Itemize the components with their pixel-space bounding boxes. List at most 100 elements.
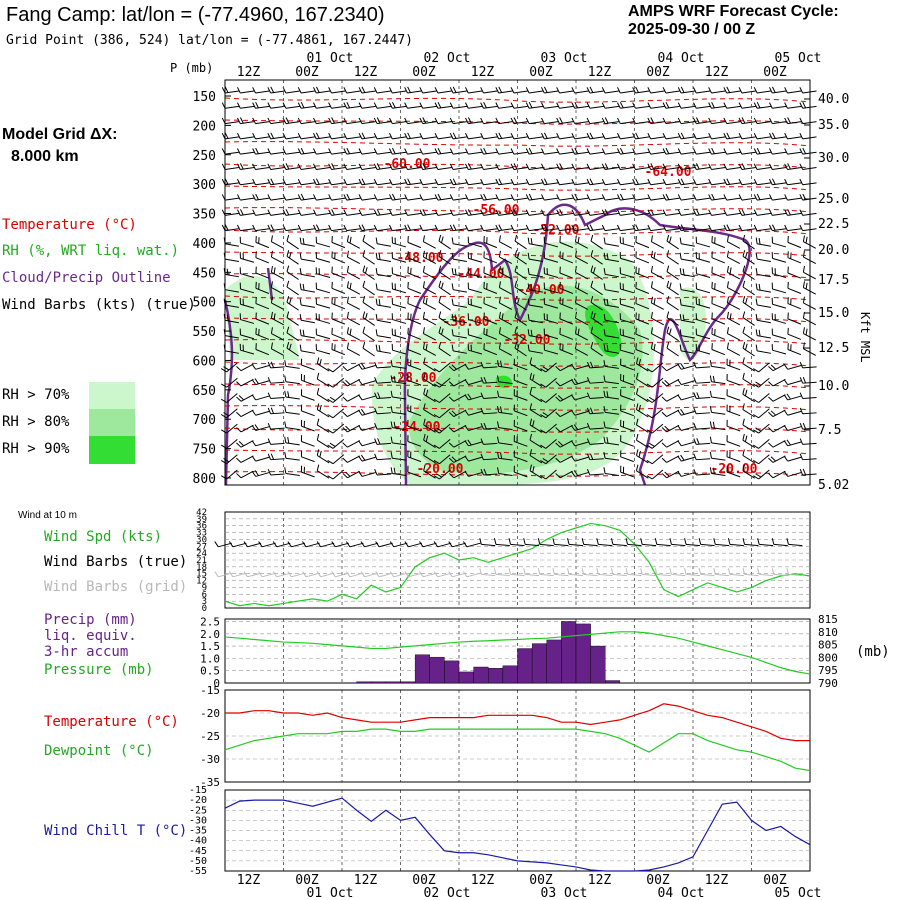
wind-barb-shaft (605, 258, 619, 263)
wind-barb-shaft (361, 426, 376, 432)
wind-barb-shaft (529, 378, 543, 387)
wind-barb-flag (528, 193, 533, 200)
wind-barb (498, 281, 513, 295)
wind-barb-flag (647, 194, 652, 201)
wind-barb-flag (723, 148, 728, 155)
wind-barb-flag (729, 451, 731, 458)
height-tick-label: 40.0 (818, 92, 849, 107)
wind-barb (483, 312, 498, 325)
wind-barb-flag (601, 209, 606, 216)
wind-barb-shaft (559, 349, 574, 356)
wind-barb-flag (555, 365, 561, 372)
wind-barb-flag (617, 178, 621, 185)
wind-barb (358, 363, 376, 370)
wind-barb-shaft (423, 455, 436, 464)
wind-barb-shaft (240, 136, 255, 140)
wind-barb-shaft (545, 362, 557, 373)
wind-barb-flag (297, 178, 302, 185)
wind-barb-shaft (453, 378, 467, 387)
wind-barb-flag (786, 568, 789, 575)
wind-barb-flag (331, 266, 333, 274)
wind-barb-flag (680, 132, 685, 139)
time-tick-label-top: 00Z (295, 65, 319, 80)
wind-barb-flag (361, 86, 366, 93)
wind-barb-flag (441, 236, 444, 243)
wind-barb-flag (436, 427, 442, 432)
wind-barb-shaft (261, 542, 276, 548)
wind-barb-shaft (300, 151, 316, 155)
wind-barb-shaft (453, 409, 467, 418)
wind-barb-flag (297, 194, 302, 201)
wind-barb (738, 224, 756, 232)
wind-barb (556, 194, 574, 201)
wind-barb (619, 297, 635, 309)
wind-barb (342, 378, 361, 387)
wind-barb-flag (242, 344, 244, 352)
wind-barb-flag (726, 465, 728, 473)
wind-barb-grid (727, 568, 744, 577)
wind-barb-shaft (711, 318, 726, 325)
wind-barb (742, 265, 755, 280)
wind-barb-shaft (316, 242, 331, 248)
wind-barb-flag (433, 368, 440, 373)
wind-barb-flag (331, 297, 333, 304)
wind-barb-flag (407, 281, 409, 289)
wind-barb (799, 178, 817, 186)
wind-barb-true (567, 538, 584, 547)
wind-barb-flag (480, 438, 484, 445)
wind-barb-flag (635, 86, 639, 93)
wind-barb-flag (770, 364, 777, 370)
wind-barb-shaft (680, 197, 696, 201)
pressure-tick-label: 790 (818, 677, 838, 690)
wind-barb-flag (270, 224, 275, 231)
wind-barb-shaft (361, 228, 376, 232)
wind-barb-shaft (787, 441, 802, 447)
wind-barb-shaft (316, 303, 331, 309)
wind-barb-flag (258, 328, 260, 336)
wind-barb (768, 363, 786, 372)
wind-barb (787, 327, 802, 340)
wind-barb-flag (666, 311, 670, 318)
wind-speed-tick-label: 0 (202, 604, 207, 614)
wind-barb-flag (391, 252, 393, 259)
wind-barb-flag (617, 148, 621, 155)
wind-barb (603, 390, 620, 400)
wind-barb-flag (267, 102, 272, 109)
wind-barb (514, 234, 527, 250)
wind-barb-shaft (742, 378, 756, 387)
wind-barb-flag (738, 178, 743, 185)
wind-barb-flag (784, 224, 788, 231)
wind-barb-shaft (589, 212, 604, 216)
wind-speed-tick-label: 18 (196, 563, 207, 573)
wind-barb-shaft (604, 473, 620, 476)
wind-barb-shaft (361, 197, 376, 201)
wind-barb-shaft (787, 136, 802, 140)
wind-barb-flag (452, 86, 457, 93)
wind-barb-flag (376, 117, 381, 124)
wind-barb (448, 424, 467, 433)
wind-barb (768, 455, 786, 463)
wind-barb-flag (316, 449, 320, 456)
wind-barb-flag (650, 250, 653, 258)
wind-barb-shaft (726, 425, 741, 432)
wind-barb-shaft (559, 257, 574, 264)
wind-barb-flag (501, 313, 504, 320)
wind-barb (662, 178, 680, 186)
wind-barb (723, 209, 741, 216)
wind-barb-flag (677, 363, 682, 370)
wind-barb-shaft (741, 167, 756, 170)
precip-bar (458, 671, 474, 684)
wind-barb-flag (389, 209, 393, 216)
wind-barb (556, 87, 574, 94)
wind-barb-flag (799, 163, 804, 170)
wind-barb-shaft (742, 424, 756, 433)
wind-barb-flag (404, 117, 408, 124)
wind-barb-flag (723, 132, 728, 140)
wind-barb-flag (449, 178, 454, 185)
wind-barb (617, 224, 635, 232)
wind-barb-flag (695, 297, 697, 305)
wind-barb (331, 266, 346, 279)
wind-barb (556, 163, 574, 170)
wind-barb-flag (693, 178, 697, 185)
wind-barb-flag (783, 470, 789, 477)
